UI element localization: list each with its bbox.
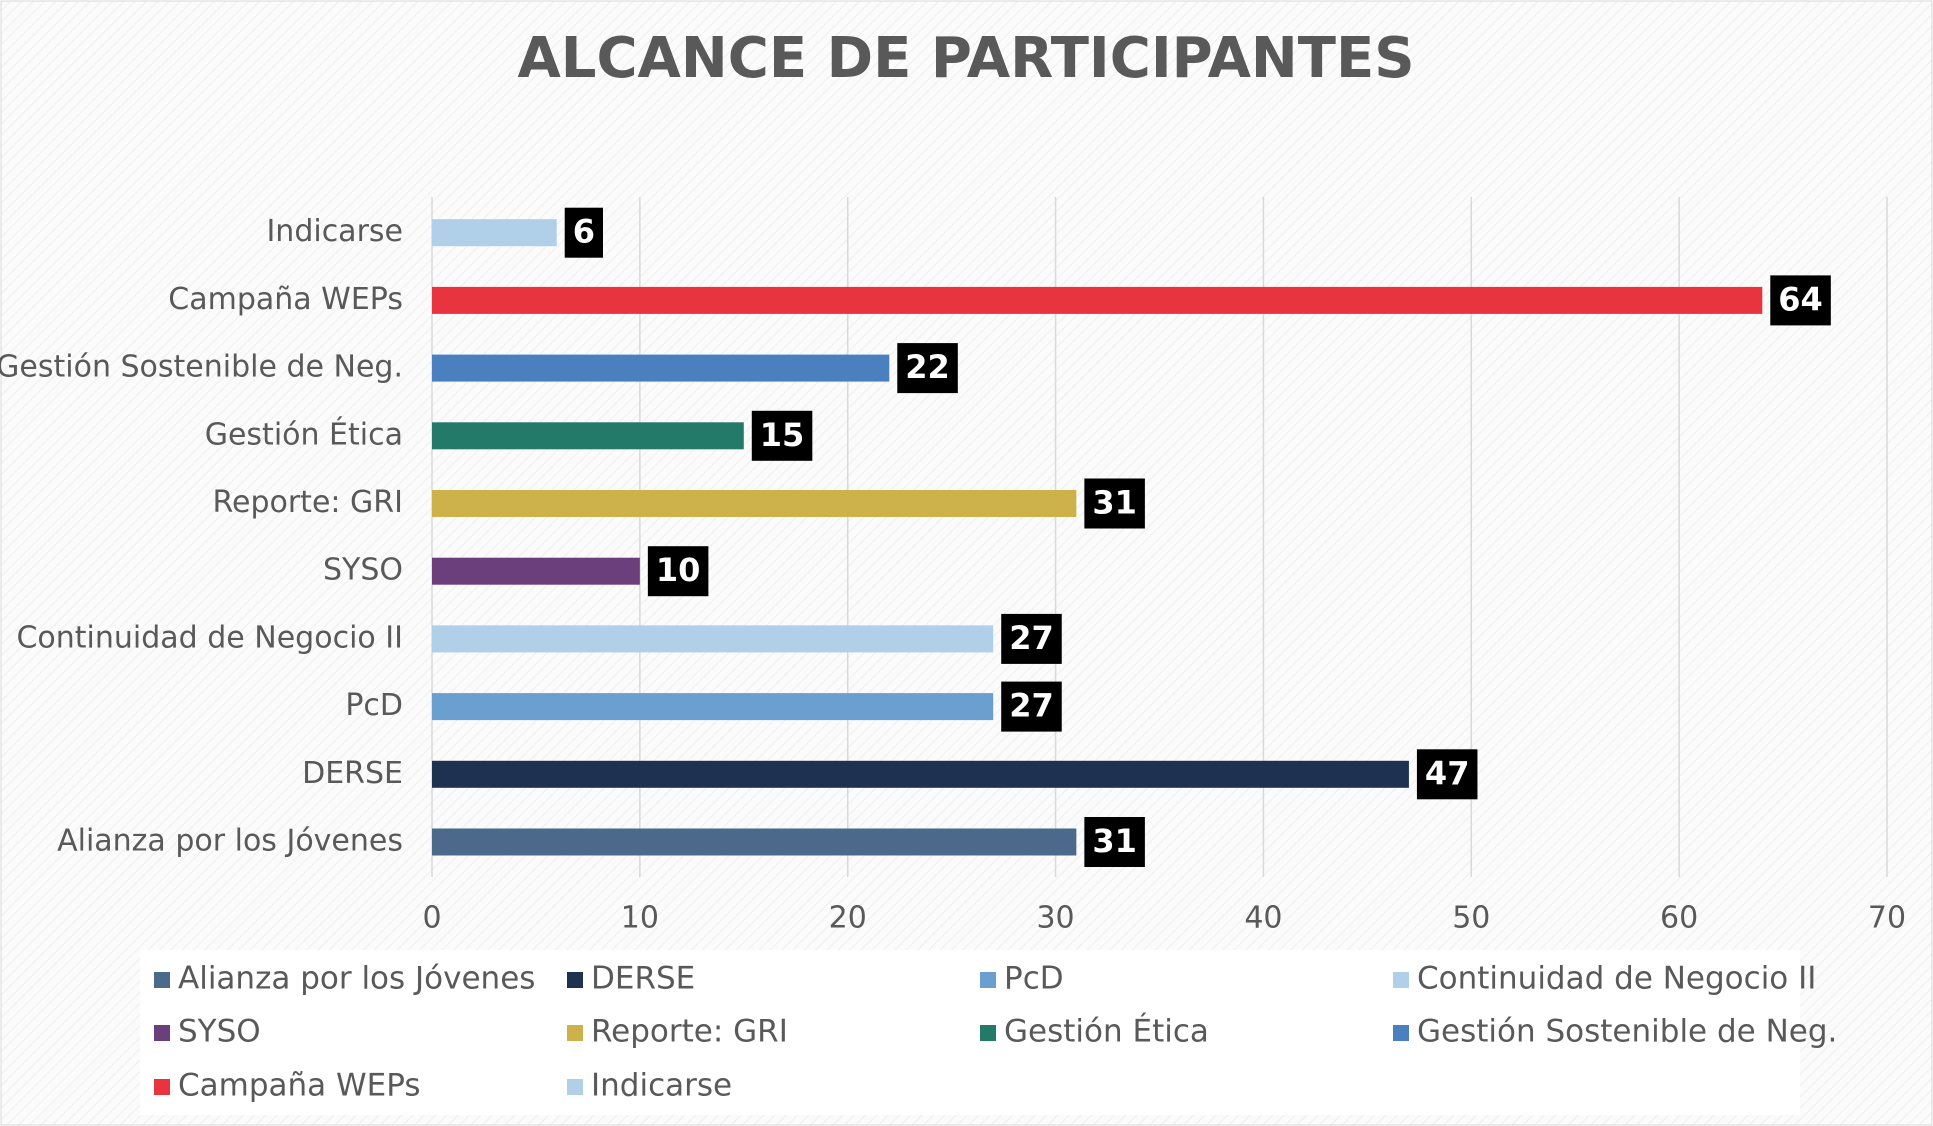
data-label-box	[1084, 817, 1145, 867]
legend-swatch	[567, 972, 583, 988]
x-tick-label: 0	[422, 901, 441, 936]
data-label: 27	[1009, 687, 1054, 725]
legend-swatch	[567, 1079, 583, 1095]
y-tick-label: PcD	[345, 688, 403, 723]
legend-swatch	[980, 1025, 996, 1041]
x-tick-label: 10	[621, 901, 659, 936]
y-tick-label: Alianza por los Jóvenes	[57, 824, 403, 859]
bar	[432, 422, 744, 450]
legend-swatch	[980, 972, 996, 988]
data-label: 6	[573, 213, 595, 251]
legend-swatch	[1393, 1025, 1409, 1041]
legend-label: Alianza por los Jóvenes	[178, 961, 535, 997]
x-tick-label: 70	[1868, 901, 1906, 936]
y-tick-label: Indicarse	[266, 214, 403, 249]
bar	[432, 693, 994, 721]
legend-label: Campaña WEPs	[178, 1068, 421, 1104]
legend-label: Gestión Sostenible de Neg.	[1417, 1014, 1837, 1050]
legend-label: Indicarse	[591, 1068, 732, 1104]
bar	[432, 828, 1077, 856]
y-tick-label: Campaña WEPs	[168, 282, 403, 317]
data-label: 31	[1092, 484, 1137, 522]
data-label-box	[897, 343, 958, 394]
y-tick-label: DERSE	[302, 756, 403, 791]
data-label: 22	[905, 348, 950, 386]
y-tick-label: SYSO	[323, 553, 403, 588]
legend-swatch	[567, 1025, 583, 1041]
y-tick-label: Gestión Ética	[205, 416, 403, 452]
legend-label: PcD	[1004, 961, 1064, 997]
legend-box	[140, 950, 1800, 1115]
data-label: 47	[1425, 754, 1470, 792]
data-label-box	[751, 410, 813, 461]
chart-title: ALCANCE DE PARTICIPANTES	[517, 26, 1414, 91]
data-label: 15	[760, 416, 805, 454]
x-tick-label: 50	[1452, 901, 1490, 936]
legend-swatch	[154, 1025, 170, 1041]
legend-swatch	[154, 972, 170, 988]
x-tick-label: 60	[1660, 901, 1698, 936]
legend-label: Continuidad de Negocio II	[1417, 961, 1816, 997]
y-tick-label: Reporte: GRI	[213, 485, 404, 520]
data-label: 10	[656, 551, 701, 589]
legend-label: DERSE	[591, 961, 695, 997]
x-tick-label: 20	[829, 901, 867, 936]
data-label-box	[1084, 478, 1145, 529]
bar	[432, 286, 1763, 314]
legend-label: Reporte: GRI	[591, 1014, 788, 1050]
legend-swatch	[154, 1079, 170, 1095]
data-label-box	[1001, 613, 1062, 664]
y-tick-label: Gestión Sostenible de Neg.	[0, 350, 403, 385]
y-tick-label: Continuidad de Negocio II	[16, 620, 403, 655]
bar	[432, 760, 1409, 788]
bar	[432, 557, 640, 585]
bar	[432, 490, 1077, 517]
data-label-box	[1001, 681, 1062, 732]
x-tick-label: 30	[1036, 901, 1074, 936]
legend-label: Gestión Ética	[1004, 1014, 1209, 1050]
x-tick-label: 40	[1244, 901, 1282, 936]
data-label-box	[1416, 749, 1478, 800]
bar	[432, 354, 890, 382]
bar	[432, 625, 994, 653]
data-label: 27	[1009, 619, 1054, 657]
data-label-box	[647, 546, 709, 597]
data-label-box	[1770, 275, 1831, 326]
data-label-box	[564, 207, 603, 258]
legend-label: SYSO	[178, 1014, 261, 1050]
legend-swatch	[1393, 972, 1409, 988]
data-label: 64	[1778, 280, 1823, 318]
bar	[432, 219, 557, 247]
data-label: 31	[1092, 822, 1137, 860]
